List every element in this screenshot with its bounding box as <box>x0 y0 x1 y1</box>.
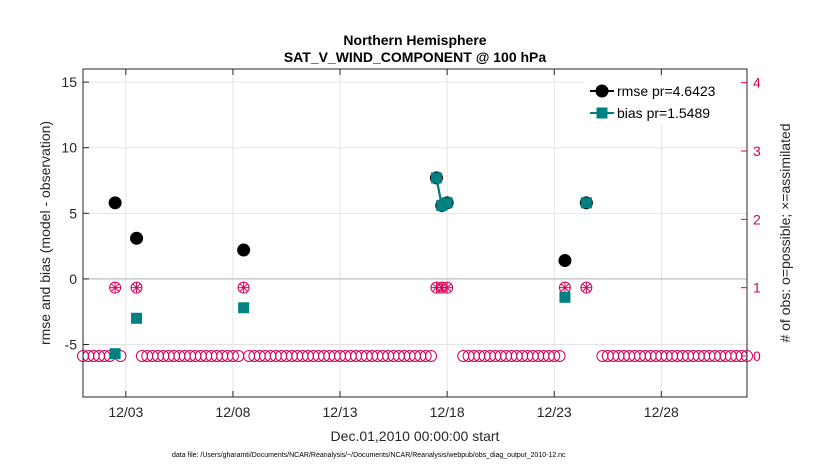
rmse-point <box>108 196 122 210</box>
plot-frame <box>82 68 748 398</box>
rmse-point <box>558 254 572 268</box>
bias-point <box>430 172 442 184</box>
obs-assimilated-marker <box>238 282 250 294</box>
obs-possible-marker <box>226 350 239 362</box>
ticks-layer: 12/03 12/08 12/13 12/18 12/23 12/28 -5 0 5 10 15 0 1… <box>61 69 761 420</box>
obs-possible-marker <box>425 350 438 362</box>
x-tick-label: 12/08 <box>215 404 250 420</box>
y-tick-label: 0 <box>69 271 77 287</box>
series-layer <box>108 171 593 360</box>
rmse-point <box>237 243 251 257</box>
y2-tick-label: 1 <box>753 280 761 296</box>
y2-tick-label: 0 <box>753 348 761 364</box>
obs-possible-marker <box>553 350 566 362</box>
obs-assimilated-marker <box>580 282 592 294</box>
y-tick-label: -5 <box>65 337 78 353</box>
y-tick-label: 10 <box>61 140 77 156</box>
obs-possible-marker <box>548 350 561 362</box>
chart-title-line2: SAT_V_WIND_COMPONENT @ 100 hPa <box>284 49 547 65</box>
y2-tick-label: 4 <box>753 75 761 91</box>
bias-point <box>109 348 121 360</box>
rmse-point <box>130 231 144 245</box>
footer-data-file: data file: /Users/gharamti/Documents/NCA… <box>172 452 566 459</box>
legend-rmse-label: rmse pr=4.6423 <box>617 83 716 99</box>
obs-possible-marker <box>419 350 432 362</box>
x-tick-label: 12/18 <box>430 404 465 420</box>
y2-axis-label: # of obs: o=possible; ×=assimilated <box>777 123 793 342</box>
obs-assimilated-marker <box>559 282 571 294</box>
x-tick-label: 12/28 <box>644 404 679 420</box>
y-axis-label: rmse and bias (model - observation) <box>37 121 53 345</box>
y-tick-label: 5 <box>69 205 77 221</box>
chart-title-line1: Northern Hemisphere <box>343 32 486 48</box>
legend-bias-marker <box>596 107 608 119</box>
bias-point <box>238 302 250 314</box>
obs-count-layer <box>77 281 753 362</box>
legend-rmse-marker <box>595 84 609 98</box>
bias-point <box>131 312 143 324</box>
bias-series <box>109 172 592 360</box>
legend-box <box>584 80 739 125</box>
x-tick-label: 12/03 <box>108 404 143 420</box>
obs-assimilated-marker <box>109 282 121 294</box>
legend: rmse pr=4.6423 bias pr=1.5489 <box>584 80 739 125</box>
x-axis-label: Dec.01,2010 00:00:00 start <box>331 428 500 444</box>
bias-point <box>441 197 453 209</box>
bias-point <box>580 197 592 209</box>
bias-point <box>559 291 571 303</box>
x-tick-label: 12/23 <box>537 404 572 420</box>
legend-bias-label: bias pr=1.5489 <box>617 105 710 121</box>
obs-assimilated-marker <box>131 282 143 294</box>
obs-assimilated-marker <box>441 282 453 294</box>
y2-tick-label: 2 <box>753 211 761 227</box>
x-tick-label: 12/13 <box>323 404 358 420</box>
y-tick-label: 15 <box>61 74 77 90</box>
y2-tick-label: 3 <box>753 143 761 159</box>
